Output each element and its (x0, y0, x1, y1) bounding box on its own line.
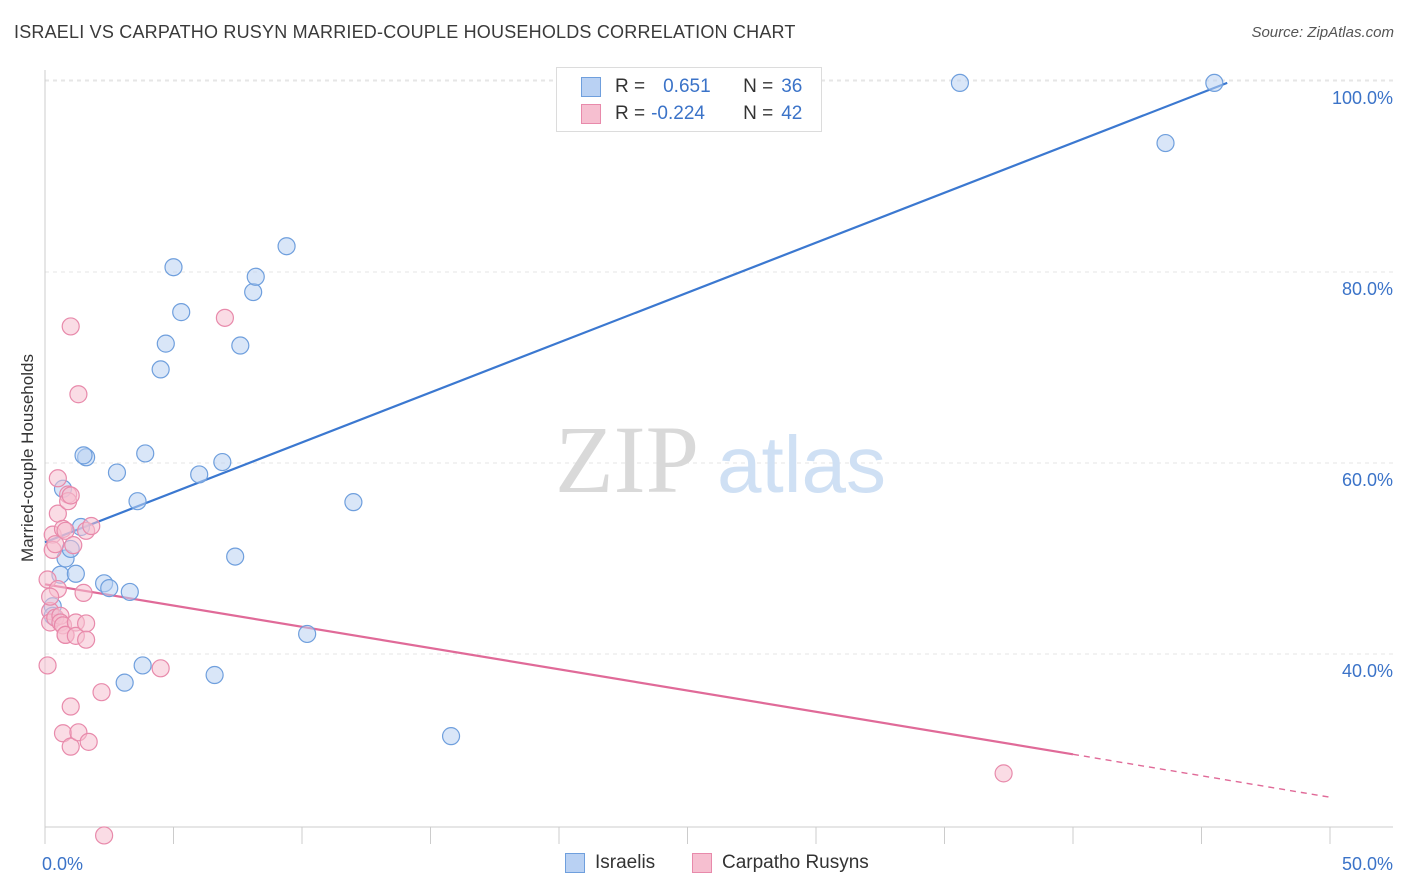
legend-r-value: -0.224 (651, 103, 705, 124)
israeli-point (151, 360, 170, 379)
y-tick-label: 40.0% (1342, 661, 1393, 681)
israeli-point (115, 673, 134, 692)
israeli-point (344, 493, 363, 512)
israeli-point (74, 446, 93, 465)
israeli-point (156, 334, 175, 353)
y-tick-label: 80.0% (1342, 279, 1393, 299)
israeli-point (164, 258, 183, 277)
square-icon (565, 853, 585, 873)
y-axis-label: Married-couple Households (18, 354, 37, 562)
israeli-point (1156, 133, 1175, 153)
israeli-point (244, 282, 263, 302)
israeli-point (226, 547, 245, 566)
rusyn-point (61, 486, 80, 505)
israeli-point (172, 303, 191, 322)
legend-swatch-israelis (581, 77, 601, 97)
legend-n-label: N = (743, 103, 774, 124)
legend-n-label: N = (743, 76, 774, 97)
rusyn-point (77, 630, 96, 649)
israeli-point (231, 336, 250, 355)
rusyn-point (77, 614, 96, 633)
legend-r-label: R = (615, 76, 646, 97)
x-tick-label: 0.0% (42, 854, 83, 874)
rusyn-point (95, 826, 114, 845)
rusyn-point (61, 317, 80, 336)
israeli-point (213, 452, 232, 472)
legend-n-value: 42 (781, 103, 803, 124)
legend-row-israelis: R = 0.651 N = 36 (581, 74, 802, 100)
israeli-point (298, 624, 317, 644)
watermark: ZIP atlas (555, 406, 886, 513)
israeli-trend-line (44, 81, 1228, 544)
israeli-point (441, 727, 461, 746)
legend-r-value: 0.651 (663, 76, 711, 97)
axis-layer (44, 70, 1393, 844)
rusyn-point (46, 535, 65, 554)
chart-title: ISRAELI VS CARPATHO RUSYN MARRIED-COUPLE… (14, 22, 796, 42)
israeli-point (950, 73, 970, 93)
rusyn-point (64, 536, 83, 555)
points-layer (38, 73, 1224, 845)
rusyn-point (82, 516, 101, 536)
rusyn-point (994, 764, 1013, 783)
stats-legend: R = 0.651 N = 36 R = -0.224 N = 42 (556, 67, 822, 132)
series-legend-israelis[interactable]: Israelis (565, 852, 655, 874)
square-icon (692, 853, 712, 873)
rusyn-point (151, 659, 170, 678)
israeli-point (205, 665, 224, 685)
rusyn-point (48, 469, 67, 488)
series-legend-label: Carpatho Rusyns (722, 852, 869, 873)
rusyn-point (41, 587, 60, 606)
trend-layer (44, 81, 1331, 798)
series-legend-rusyns[interactable]: Carpatho Rusyns (692, 852, 869, 874)
rusyn-point (92, 683, 111, 702)
rusyn-point (38, 656, 57, 675)
y-tick-label: 100.0% (1332, 88, 1393, 108)
x-tick-label: 50.0% (1342, 854, 1393, 874)
rusyn-point (56, 521, 75, 540)
israeli-point (277, 237, 296, 256)
watermark-atlas: atlas (717, 420, 886, 509)
israeli-point (136, 444, 155, 463)
rusyn-point (74, 583, 93, 602)
israeli-point (128, 492, 147, 511)
israeli-point (1205, 73, 1224, 93)
rusyn-trend-extension (1072, 753, 1331, 798)
tick-label-layer: 40.0% 60.0% 80.0% 100.0% 0.0% 50.0% (42, 88, 1393, 874)
israeli-point (100, 579, 119, 598)
rusyn-point (215, 308, 234, 327)
israeli-point (133, 656, 152, 675)
israeli-point (107, 463, 127, 482)
legend-row-rusyns: R = -0.224 N = 42 (581, 101, 802, 127)
grid-layer (45, 79, 1393, 655)
rusyn-point (69, 385, 88, 404)
israeli-point (246, 267, 265, 286)
series-legend-label: Israelis (595, 852, 656, 873)
legend-swatch-rusyns (581, 104, 601, 124)
rusyn-point (61, 737, 80, 756)
source-label: Source: ZipAtlas.com (1251, 24, 1394, 41)
legend-r-label: R = (615, 103, 646, 124)
rusyn-point (61, 697, 80, 716)
rusyn-trend-line (44, 583, 1074, 756)
israeli-point (190, 465, 209, 484)
series-legend: Israelis Carpatho Rusyns (0, 852, 1406, 878)
y-tick-label: 60.0% (1342, 470, 1393, 490)
watermark-zip: ZIP (555, 406, 699, 513)
israeli-point (120, 582, 139, 602)
legend-n-value: 36 (781, 76, 803, 97)
israeli-point (66, 564, 85, 583)
rusyn-point (79, 732, 98, 751)
